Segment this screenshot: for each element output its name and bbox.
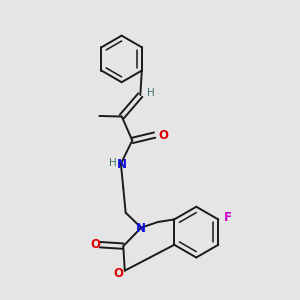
Text: F: F [224,212,232,224]
Text: N: N [117,158,127,171]
Text: O: O [113,267,123,280]
Text: H: H [109,158,116,167]
Text: O: O [158,129,168,142]
Text: O: O [91,238,101,251]
Text: H: H [147,88,154,98]
Text: N: N [136,222,146,235]
